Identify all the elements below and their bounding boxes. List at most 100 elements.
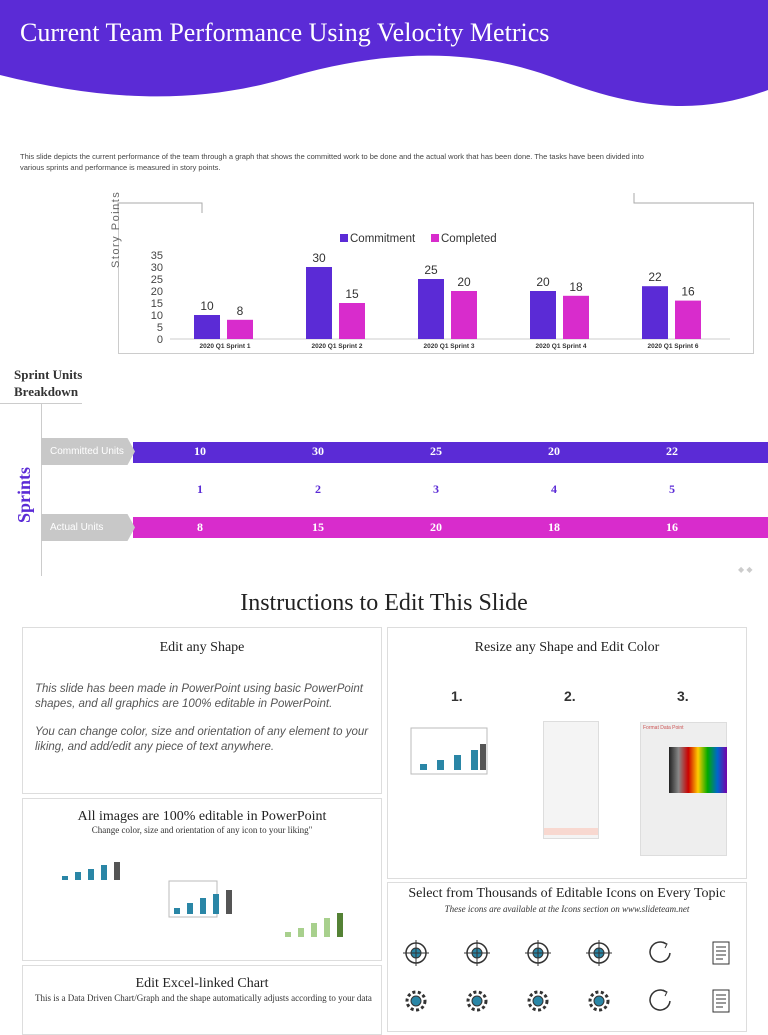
data-label: 20 — [457, 275, 471, 289]
gear-check-icon — [527, 990, 549, 1012]
actual-value: 20 — [430, 520, 442, 534]
bar-commitment — [530, 291, 556, 339]
divider — [0, 403, 82, 404]
divider — [41, 404, 42, 576]
box-title: Edit Excel-linked Chart — [135, 976, 269, 991]
gear-cycle-icon — [588, 990, 610, 1012]
y-tick-label: 10 — [151, 310, 163, 322]
committed-bar — [133, 442, 768, 463]
data-label: 8 — [237, 304, 244, 318]
box-title: All images are 100% editable in PowerPoi… — [77, 809, 327, 824]
y-axis-label: Story Points — [110, 191, 122, 268]
box-title: Resize any Shape and Edit Color — [474, 640, 660, 655]
box-subtitle: This is a Data Driven Chart/Graph and th… — [35, 993, 372, 1003]
sprints-axis-label: Sprints — [14, 466, 34, 523]
step-number: 1. — [451, 688, 463, 704]
bar-completed — [451, 291, 477, 339]
actual-value: 16 — [666, 520, 678, 534]
sample-bar-icons — [62, 862, 343, 937]
x-tick-label: 2020 Q1 Sprint 1 — [200, 343, 251, 350]
sprints-value: 4 — [551, 482, 557, 496]
bar-commitment — [306, 267, 332, 339]
y-tick-label: 0 — [157, 334, 163, 346]
step-number: 3. — [677, 688, 689, 704]
x-tick-label: 2020 Q1 Sprint 4 — [536, 343, 587, 350]
target-icon — [403, 940, 429, 966]
box-title: Edit any Shape — [159, 640, 245, 655]
legend-label: Completed — [441, 233, 497, 245]
x-tick-label: 2020 Q1 Sprint 6 — [648, 343, 699, 350]
velocity-chart: Story Points Commitment Completed05101520… — [110, 191, 754, 350]
data-label: 30 — [312, 251, 326, 265]
bar-completed — [227, 319, 253, 339]
breakdown-title: Sprint Units Breakdown — [14, 366, 82, 400]
committed-value: 30 — [312, 444, 324, 458]
nav-dots: ◆ ◆ — [738, 565, 753, 574]
resize-shape-box: Resize any Shape and Edit Color 1. 2. 3.… — [387, 627, 747, 879]
icons-box: Select from Thousands of Editable Icons … — [387, 882, 747, 1032]
actual-value: 15 — [312, 520, 324, 534]
actual-label: Actual Units — [41, 514, 135, 541]
edit-shape-box: Edit any Shape This slide has been made … — [22, 627, 382, 794]
description: This slide depicts the current performan… — [20, 152, 644, 172]
y-tick-label: 5 — [157, 322, 163, 334]
sprints-value: 1 — [197, 482, 203, 496]
format-panel-image: Format Data Point — [640, 722, 727, 856]
actual-bar — [133, 517, 768, 538]
legend-label: Commitment — [350, 233, 416, 245]
sprints-value: 5 — [669, 482, 675, 496]
dartboard-icon — [464, 940, 490, 966]
committed-value: 10 — [194, 444, 206, 458]
box-title: Select from Thousands of Editable Icons … — [408, 886, 726, 901]
committed-value: 20 — [548, 444, 560, 458]
actual-value: 8 — [197, 520, 203, 534]
bar-completed — [563, 295, 589, 339]
data-label: 18 — [569, 280, 583, 294]
data-label: 22 — [648, 270, 662, 284]
data-label: 20 — [536, 275, 550, 289]
bar-commitment — [642, 286, 668, 339]
actual-value: 18 — [548, 520, 560, 534]
data-label: 16 — [681, 285, 695, 299]
target-arrow-icon — [525, 940, 551, 966]
sprints-value: 2 — [315, 482, 321, 496]
committed-label: Committed Units — [41, 438, 135, 465]
box-subtitle: These icons are available at the Icons s… — [444, 904, 690, 914]
y-tick-label: 30 — [151, 262, 163, 274]
data-label: 25 — [424, 263, 438, 277]
breakdown-title-line2: Breakdown — [14, 384, 79, 399]
data-label: 10 — [200, 299, 214, 313]
chart-frame — [118, 203, 754, 354]
breakdown-title-line1: Sprint Units — [14, 367, 83, 382]
y-tick-label: 15 — [151, 298, 163, 310]
instructions-title: Instructions to Edit This Slide — [240, 590, 528, 616]
y-tick-label: 20 — [151, 286, 163, 298]
bar-completed — [339, 303, 365, 339]
committed-value: 22 — [666, 444, 678, 458]
refresh-icon — [649, 989, 671, 1011]
step-number: 2. — [564, 688, 576, 704]
checklist-icon — [712, 941, 730, 965]
x-tick-label: 2020 Q1 Sprint 3 — [424, 343, 475, 350]
panel-title: Format Data Point — [643, 725, 684, 731]
y-tick-label: 35 — [151, 250, 163, 262]
gear-icon — [405, 990, 427, 1012]
y-tick-label: 25 — [151, 274, 163, 286]
gear-outline-icon — [466, 990, 488, 1012]
refresh-icon — [649, 941, 671, 963]
page-title: Current Team Performance Using Velocity … — [20, 18, 550, 47]
x-tick-label: 2020 Q1 Sprint 2 — [312, 343, 363, 350]
checklist-edit-icon — [712, 989, 730, 1013]
box-text: You can change color, size and orientati… — [35, 726, 369, 753]
legend-swatch — [431, 234, 439, 242]
header-wave — [0, 0, 768, 107]
bar-commitment — [418, 279, 444, 339]
sprints-value: 3 — [433, 482, 439, 496]
legend-swatch — [340, 234, 348, 242]
crosshair-icon — [586, 940, 612, 966]
committed-value: 25 — [430, 444, 442, 458]
bar-completed — [675, 300, 701, 339]
bar-commitment — [194, 315, 220, 339]
data-label: 15 — [345, 287, 359, 301]
excel-chart-box: Edit Excel-linked Chart This is a Data D… — [22, 965, 382, 1035]
